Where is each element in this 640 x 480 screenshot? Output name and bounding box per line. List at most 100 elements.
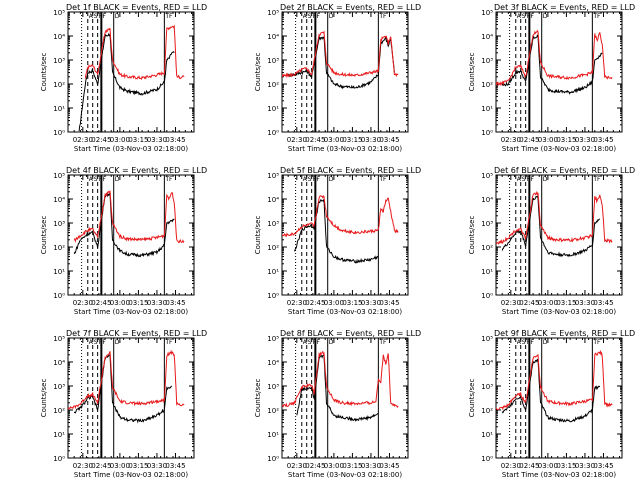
plot-frame: [495, 11, 623, 133]
marker-letter: F: [102, 339, 106, 346]
marker-letter: T: [164, 339, 169, 346]
panel-title: Det 7f BLACK = Events, RED = LLD: [66, 329, 207, 338]
y-axis-label: Counts/sec: [468, 379, 476, 418]
y-tick-label: 10⁴: [53, 359, 65, 367]
y-tick-label: 10⁵: [481, 172, 493, 180]
events-series-line: [78, 32, 175, 131]
y-axis-label: Counts/sec: [40, 53, 48, 92]
marker-letter: T: [378, 176, 383, 183]
panel-7: 10⁰10¹10²10³10⁴10⁵02:3002:4503:0003:1503…: [40, 329, 207, 479]
x-tick-label: 03:45: [379, 462, 399, 470]
marker-letter: F: [313, 13, 317, 20]
marker-letter: D: [543, 339, 548, 346]
marker-letter: S: [94, 339, 98, 346]
panel-2: 10⁰10¹10²10³10⁴10⁵02:3002:4503:0003:1503…: [254, 3, 421, 153]
lld-series-line: [282, 30, 399, 79]
marker-letter: F: [530, 176, 534, 183]
y-tick-label: 10⁵: [53, 9, 65, 17]
panel-title: Det 9f BLACK = Events, RED = LLD: [494, 329, 635, 338]
marker-letter: A: [517, 176, 522, 183]
lld-series-line: [496, 29, 613, 87]
y-tick-label: 10⁴: [481, 196, 493, 204]
x-tick-label: 02:30: [73, 299, 93, 307]
x-tick-label: 02:30: [287, 136, 307, 144]
x-tick-label: 03:00: [538, 299, 558, 307]
y-tick-label: 10¹: [481, 105, 493, 113]
marker-letter: T: [378, 13, 383, 20]
x-tick-label: 03:00: [110, 299, 130, 307]
y-tick-label: 10²: [53, 407, 65, 415]
panel-title: Det 8f BLACK = Events, RED = LLD: [280, 329, 421, 338]
marker-letter: A: [89, 13, 94, 20]
lld-series-line: [496, 349, 613, 411]
y-axis-label: Counts/sec: [254, 53, 262, 92]
lld-series-line: [282, 195, 399, 238]
marker-letter: A: [303, 339, 308, 346]
panel-9: 10⁰10¹10²10³10⁴10⁵02:3002:4503:0003:1503…: [468, 329, 635, 479]
lld-series-line: [68, 349, 185, 410]
x-tick-label: 02:30: [287, 299, 307, 307]
marker-letter: A: [89, 339, 94, 346]
y-tick-label: 10²: [481, 81, 493, 89]
marker-letter: S: [308, 13, 312, 20]
panel-1: 10⁰10¹10²10³10⁴10⁵02:3002:4503:0003:1503…: [40, 3, 207, 153]
y-axis-label: Counts/sec: [40, 216, 48, 255]
marker-letter: S: [308, 339, 312, 346]
y-tick-label: 10⁰: [267, 129, 279, 137]
y-tick-label: 10⁰: [267, 455, 279, 463]
marker-letter: F: [102, 176, 106, 183]
marker-letter: T: [164, 13, 169, 20]
x-axis-label: Start Time (03-Nov-03 02:18:00): [288, 471, 402, 479]
marker-letter: F: [313, 176, 317, 183]
x-tick-label: 03:00: [110, 136, 130, 144]
marker-letter: S: [522, 176, 526, 183]
y-tick-label: 10⁴: [481, 359, 493, 367]
x-tick-label: 02:30: [501, 299, 521, 307]
panel-6: 10⁰10¹10²10³10⁴10⁵02:3002:4503:0003:1503…: [468, 166, 635, 316]
marker-letter: F: [316, 339, 320, 346]
x-axis-label: Start Time (03-Nov-03 02:18:00): [288, 145, 402, 153]
marker-letter: F: [597, 13, 601, 20]
x-tick-label: 03:00: [110, 462, 130, 470]
y-tick-label: 10³: [267, 57, 279, 65]
y-tick-label: 10¹: [267, 431, 279, 439]
x-tick-label: 03:30: [147, 136, 167, 144]
y-axis-label: Counts/sec: [468, 53, 476, 92]
y-tick-label: 10⁵: [481, 9, 493, 17]
x-axis-label: Start Time (03-Nov-03 02:18:00): [502, 145, 616, 153]
x-tick-label: 03:45: [593, 462, 613, 470]
marker-letter: F: [597, 339, 601, 346]
panel-title: Det 1f BLACK = Events, RED = LLD: [66, 3, 207, 12]
marker-letter: F: [383, 176, 387, 183]
x-tick-label: 03:45: [165, 299, 185, 307]
marker-letter: A: [89, 176, 94, 183]
marker-letter: F: [527, 13, 531, 20]
y-tick-label: 10⁵: [267, 9, 279, 17]
marker-letter: F: [169, 176, 173, 183]
y-tick-label: 10⁵: [267, 172, 279, 180]
y-tick-label: 10³: [53, 57, 65, 65]
x-tick-label: 03:45: [593, 136, 613, 144]
marker-letter: D: [543, 13, 548, 20]
x-tick-label: 03:30: [575, 299, 595, 307]
x-tick-label: 02:45: [519, 299, 539, 307]
x-tick-label: 03:30: [575, 462, 595, 470]
x-tick-label: 03:15: [128, 299, 148, 307]
x-tick-label: 03:00: [324, 299, 344, 307]
marker-letter: D: [329, 339, 334, 346]
lld-series-line: [282, 350, 399, 409]
x-tick-label: 03:15: [342, 299, 362, 307]
y-tick-label: 10¹: [267, 268, 279, 276]
panel-title: Det 6f BLACK = Events, RED = LLD: [494, 166, 635, 175]
plot-frame: [281, 337, 409, 459]
y-tick-label: 10⁵: [481, 335, 493, 343]
marker-letter: F: [383, 13, 387, 20]
x-tick-label: 02:30: [501, 462, 521, 470]
x-axis-label: Start Time (03-Nov-03 02:18:00): [74, 471, 188, 479]
x-tick-label: 03:30: [147, 299, 167, 307]
lld-series-line: [496, 190, 613, 245]
marker-letter: T: [592, 13, 597, 20]
marker-letter: F: [383, 339, 387, 346]
y-tick-label: 10²: [267, 244, 279, 252]
panel-3: 10⁰10¹10²10³10⁴10⁵02:3002:4503:0003:1503…: [468, 3, 635, 153]
